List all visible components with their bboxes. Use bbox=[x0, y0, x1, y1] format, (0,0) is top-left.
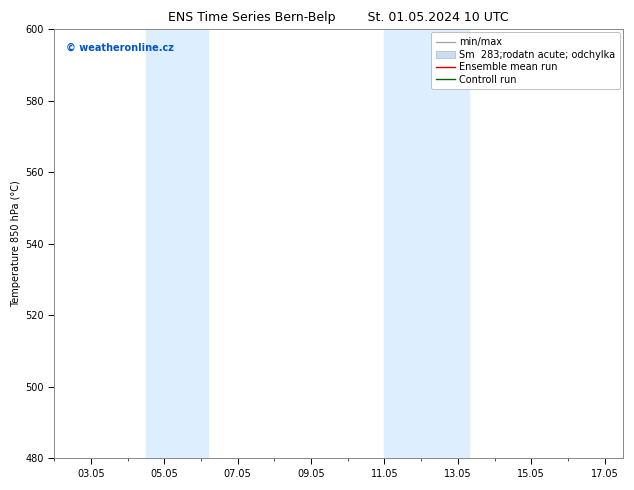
Text: © weatheronline.cz: © weatheronline.cz bbox=[66, 42, 174, 52]
Y-axis label: Temperature 850 hPa (°C): Temperature 850 hPa (°C) bbox=[11, 181, 21, 307]
Bar bbox=[146, 29, 209, 459]
Title: ENS Time Series Bern-Belp        St. 01.05.2024 10 UTC: ENS Time Series Bern-Belp St. 01.05.2024… bbox=[168, 11, 509, 24]
Bar bbox=[384, 29, 469, 459]
Legend: min/max, Sm  283;rodatn acute; odchylka, Ensemble mean run, Controll run: min/max, Sm 283;rodatn acute; odchylka, … bbox=[430, 32, 620, 89]
